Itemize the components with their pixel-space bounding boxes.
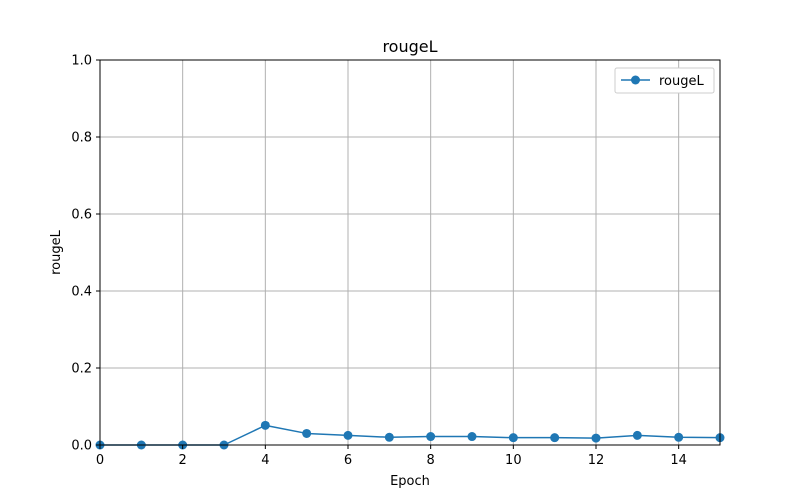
y-tick-label: 0.6 [71,208,92,223]
data-point [467,432,477,442]
x-tick-label: 2 [179,453,187,468]
legend-box [614,67,715,94]
x-tick-label: 4 [261,453,269,468]
data-point [550,433,560,443]
x-tick-label: 0 [96,453,104,468]
data-point [591,433,601,443]
series-layer [95,420,725,450]
axis-ticks: 0 2 4 6 8 10 12 14 0.0 0.2 0.4 0.6 0.8 1.0 [71,54,687,469]
data-point [343,430,353,440]
plot-frame [99,59,721,446]
data-point [674,432,684,442]
chart-title: rougeL [382,37,437,56]
legend: rougeL [614,67,715,94]
y-tick-label: 0.4 [71,285,92,300]
data-point [508,433,518,443]
y-axis-label: rougeL [49,229,64,275]
x-tick-label: 12 [588,453,605,468]
legend-label: rougeL [659,74,705,89]
y-tick-label: 0.8 [71,131,92,146]
x-tick-label: 10 [505,453,522,468]
data-point [426,432,436,442]
legend-marker [631,75,640,85]
data-point [632,430,642,440]
y-tick-label: 0.2 [71,362,92,377]
y-tick-label: 1.0 [71,54,92,69]
data-point [302,428,312,438]
x-tick-label: 14 [670,453,687,468]
x-tick-label: 8 [427,453,435,468]
y-tick-label: 0.0 [71,439,92,454]
x-axis-label: Epoch [390,474,430,489]
data-point [384,432,394,442]
x-tick-label: 6 [344,453,352,468]
data-point [260,420,270,430]
